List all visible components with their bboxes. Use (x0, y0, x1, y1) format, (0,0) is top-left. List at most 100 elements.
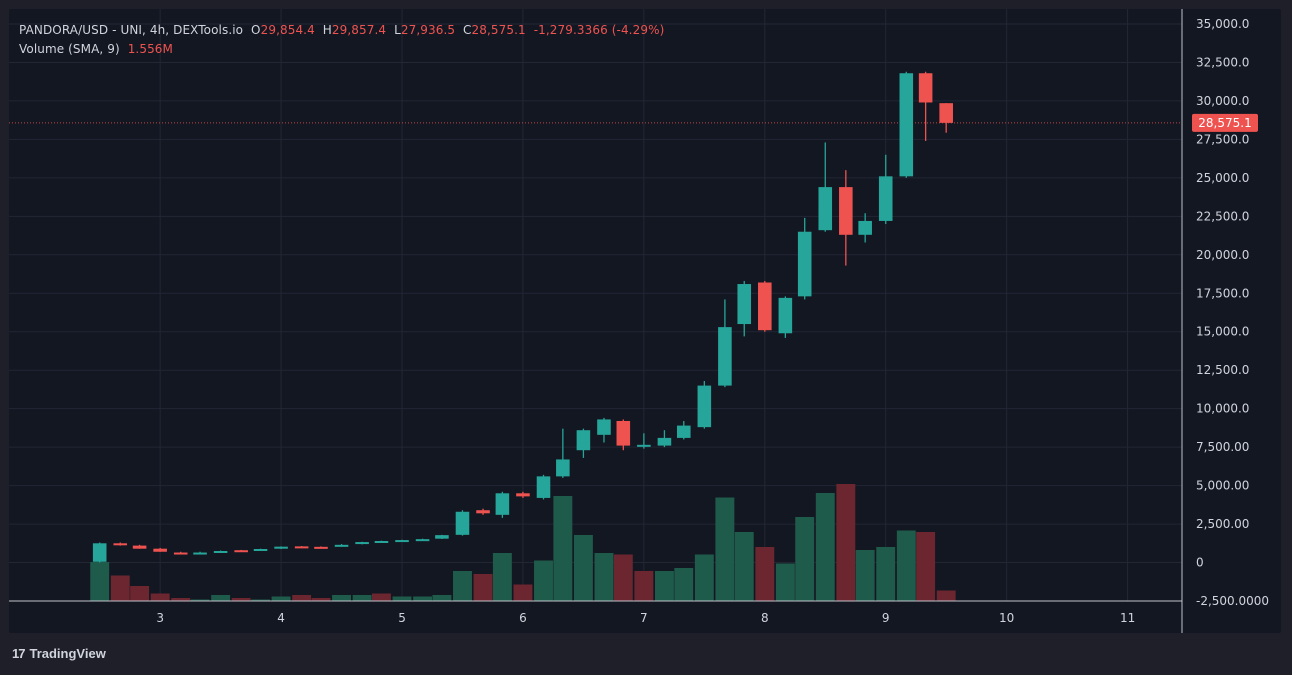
volume-bar (613, 554, 633, 601)
candle-body (939, 103, 953, 123)
volume-bar (413, 596, 433, 601)
volume-bar (392, 596, 412, 601)
candle-body (697, 385, 712, 428)
candle-body (556, 459, 570, 477)
time-tick-label: 5 (398, 611, 406, 625)
candle-body (839, 187, 853, 235)
price-tick-label: 5,000.00 (1196, 479, 1249, 493)
candle-body (113, 543, 128, 546)
time-tick-label: 4 (277, 611, 285, 625)
price-tick-label: 12,500.0 (1196, 363, 1249, 377)
volume-bar (876, 547, 896, 601)
candle-body (516, 493, 530, 497)
volume-bar (251, 599, 270, 601)
volume-bar (715, 497, 735, 601)
price-tick-label: 25,000.0 (1196, 171, 1249, 185)
axes: 35,000.0 32,500.0 30,000.0 27,500.0 25,000.0… (9, 9, 1269, 633)
time-tick-label: 11 (1120, 611, 1135, 625)
price-tick-label: 30,000.0 (1196, 94, 1249, 108)
candle-body (132, 545, 147, 549)
price-tick-label: 20,000.0 (1196, 248, 1249, 262)
candle-body (476, 510, 490, 514)
price-tick-label: 15,000.0 (1196, 325, 1249, 339)
candle-body (193, 552, 207, 555)
high-value: H29,857.4 (322, 23, 387, 37)
candle-body (435, 535, 449, 539)
volume-bar (311, 598, 331, 601)
volume-bar (634, 571, 654, 601)
volume-bar (534, 560, 553, 601)
time-tick-label: 8 (761, 611, 769, 625)
tradingview-logo[interactable]: 17 TradingView (12, 646, 106, 661)
last-price-label: 28,575.1 (1198, 116, 1251, 130)
price-tick-label: 7,500.00 (1196, 440, 1249, 454)
candle-body (334, 544, 349, 547)
price-tick-label: 2,500.00 (1196, 517, 1249, 531)
price-tick-label: 35,000.0 (1196, 17, 1249, 31)
candle-body (415, 539, 430, 542)
candle-body (676, 425, 691, 438)
volume-bar (896, 530, 916, 601)
tradingview-logo-icon: 17 (12, 646, 26, 661)
close-value: C28,575.1 (463, 23, 526, 37)
open-value: O29,854.4 (251, 23, 315, 37)
price-tick-label: -2,500.0000 (1196, 594, 1269, 608)
candle-body (858, 220, 872, 235)
candle-body (657, 437, 672, 446)
candle-body (818, 187, 833, 231)
candle-body (637, 444, 651, 447)
tradingview-brand: TradingView (29, 646, 106, 661)
candle-body (92, 543, 107, 562)
volume-label: Volume (SMA, 9) (19, 42, 120, 56)
volume-bar (190, 599, 210, 601)
time-tick-label: 9 (882, 611, 890, 625)
volume-bar (654, 571, 674, 601)
candle-body (737, 284, 752, 325)
volume-bar (694, 554, 714, 601)
price-tick-label: 22,500.0 (1196, 209, 1249, 223)
candle-body (797, 231, 812, 297)
volume-bar (473, 574, 493, 601)
candle-body (314, 546, 328, 549)
candle-body (778, 297, 793, 334)
candle-body (395, 540, 409, 543)
volume-bar (836, 484, 856, 601)
candle-body (213, 550, 228, 553)
volume-value: 1.556M (127, 42, 173, 56)
volume-bar (352, 595, 372, 601)
volume-bar (916, 532, 936, 601)
time-tick-label: 10 (999, 611, 1014, 625)
candlestick-chart[interactable]: 35,000.0 32,500.0 30,000.0 27,500.0 25,000.0… (9, 9, 1281, 633)
candle-body (576, 430, 591, 451)
candle-body (899, 73, 914, 177)
time-tick-label: 6 (519, 611, 527, 625)
volume-bar (453, 571, 472, 601)
volume-bar (332, 595, 352, 601)
volume-bar (734, 532, 754, 601)
last-price-badge (1192, 113, 1258, 132)
candle-body (355, 542, 369, 545)
volume-bar (775, 563, 795, 601)
volume-legend: Volume (SMA, 9) 1.556M (19, 42, 177, 56)
volume-bar (432, 595, 452, 601)
time-tick-label: 3 (156, 611, 164, 625)
candle-body (455, 511, 470, 535)
price-tick-label: 17,500.0 (1196, 286, 1249, 300)
candle-body (918, 73, 933, 103)
candle-body (234, 550, 248, 553)
price-tick-label: 32,500.0 (1196, 55, 1249, 69)
volume-bar (271, 596, 291, 601)
chart-panel[interactable]: 35,000.0 32,500.0 30,000.0 27,500.0 25,000.0… (9, 9, 1281, 633)
candle-body (718, 327, 732, 386)
volume-bar (594, 553, 614, 601)
change-value: -1,279.3366 (-4.29%) (533, 23, 665, 37)
candle-body (253, 548, 268, 551)
volume-bar (795, 517, 815, 601)
volume-bar (110, 575, 130, 601)
candle-body (616, 420, 631, 446)
candle-body (495, 493, 510, 515)
volume-bar (171, 598, 191, 601)
volume-bar (553, 496, 573, 601)
low-value: L27,936.5 (394, 23, 456, 37)
candle-body (878, 176, 893, 221)
